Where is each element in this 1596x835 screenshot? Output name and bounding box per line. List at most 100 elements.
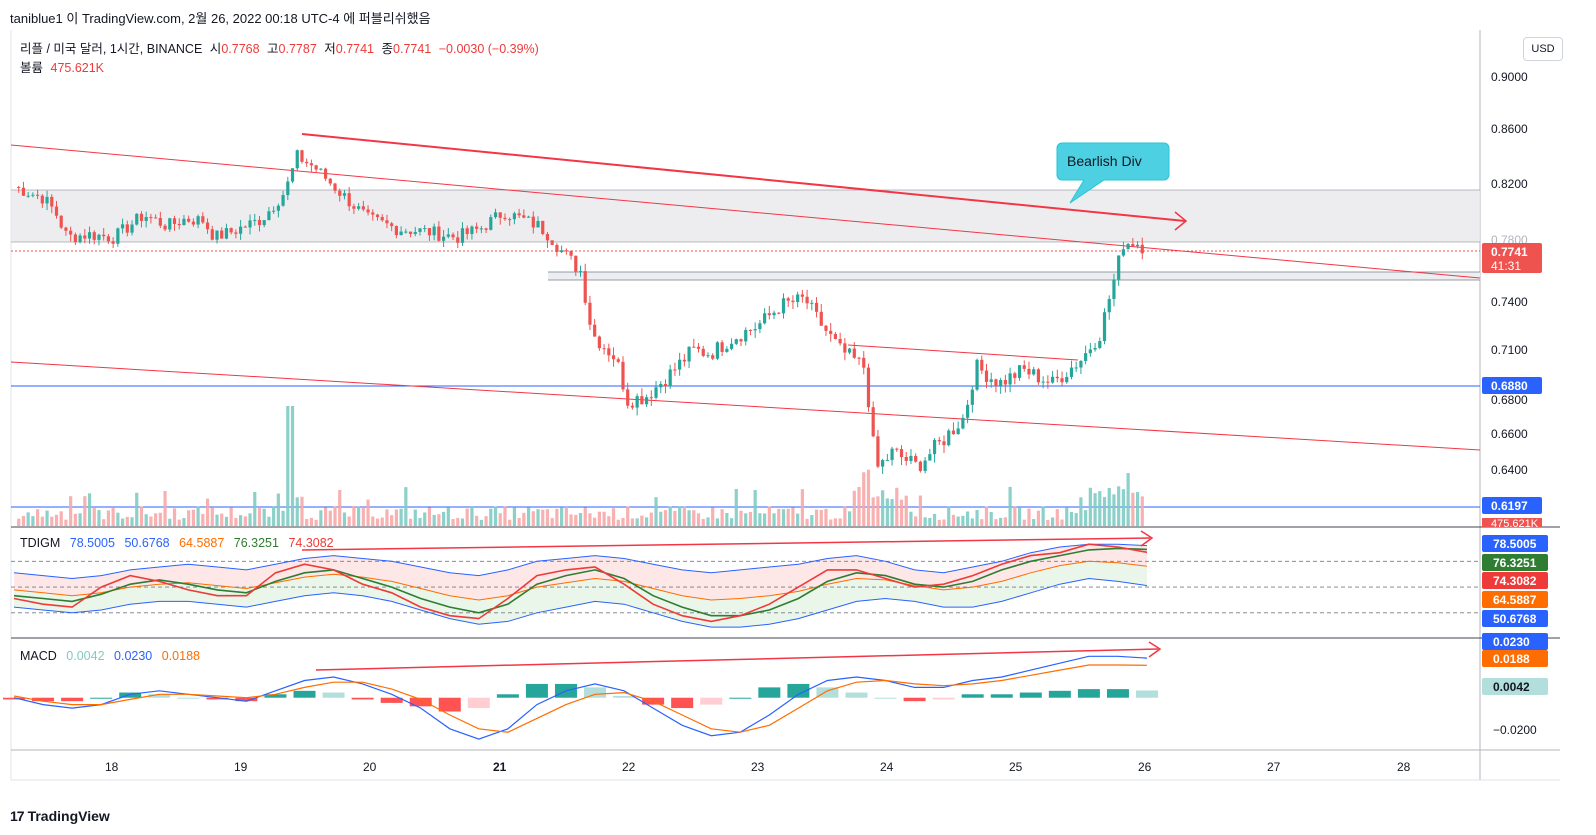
candle-body	[777, 312, 781, 314]
volume-bar	[1098, 491, 1102, 526]
candle-body	[588, 302, 592, 325]
candle-body	[838, 339, 842, 344]
macd-histogram-bar	[235, 697, 258, 702]
macd-axis-label: 0.0188	[1493, 652, 1530, 666]
volume-bar	[333, 506, 337, 526]
candle-body	[980, 359, 984, 371]
volume-bar	[970, 518, 974, 526]
candle-body	[465, 228, 469, 235]
volume-bar	[73, 513, 77, 526]
macd-histogram-bar	[467, 697, 490, 709]
volume-bar	[503, 506, 507, 526]
macd-legend: MACD 0.0042 0.0230 0.0188	[20, 649, 206, 663]
price-tick-label: 0.6800	[1491, 393, 1528, 407]
volume-bar	[1107, 488, 1111, 526]
volume-bar	[720, 509, 724, 526]
candle-body	[17, 186, 21, 188]
volume-bar	[673, 510, 677, 526]
volume-bar	[966, 511, 970, 526]
currency-button[interactable]: USD	[1523, 37, 1563, 61]
candle-body	[276, 205, 280, 211]
macd-histogram-bar	[932, 697, 955, 700]
volume-bar	[791, 507, 795, 526]
candle-body	[744, 329, 748, 342]
volume-bar	[1084, 510, 1088, 526]
volume-bar	[777, 508, 781, 526]
volume-bar	[92, 507, 96, 526]
volume-bar	[229, 507, 233, 526]
candle-body	[512, 213, 517, 220]
candle-body	[201, 216, 205, 223]
candle-body	[205, 222, 210, 230]
candle-body	[489, 217, 493, 230]
volume-bar	[753, 490, 757, 526]
volume-bar	[139, 506, 144, 526]
candle-body	[663, 384, 668, 387]
tradingview-logo[interactable]: 17 TradingView	[10, 808, 110, 824]
volume-bar	[847, 511, 852, 526]
macd-histogram-bar	[671, 697, 694, 709]
tdigm-legend: TDIGM 78.5005 50.6768 64.5887 76.3251 74…	[20, 536, 340, 550]
volume-bar	[640, 515, 644, 526]
candle-body	[593, 324, 597, 337]
volume-bar	[210, 507, 214, 526]
candle-body	[597, 336, 601, 349]
candle-body	[791, 300, 795, 303]
tdigm-axis-label-bg	[1482, 572, 1548, 589]
time-tick-label: 19	[234, 760, 248, 774]
candle-body	[333, 183, 337, 191]
candle-body	[493, 212, 498, 218]
volume-bar	[106, 510, 111, 526]
candle-body	[130, 224, 134, 233]
time-tick-label: 24	[880, 760, 894, 774]
candle-body	[975, 359, 979, 390]
candle-body	[640, 396, 644, 405]
candle-body	[1121, 249, 1125, 256]
candle-body	[678, 359, 682, 370]
macd-histogram-bar	[148, 694, 171, 698]
candle-body	[262, 220, 266, 226]
volume-bar	[456, 517, 460, 526]
candle-body	[1074, 367, 1078, 369]
volume-bar	[309, 517, 314, 526]
macd-histogram-bar	[874, 697, 897, 699]
volume-bar	[564, 506, 568, 526]
candle-body	[937, 440, 941, 442]
volume-bar	[763, 513, 767, 526]
candle-body	[989, 379, 993, 382]
volume-bar	[560, 507, 564, 526]
symbol-label: 리플 / 미국 달러, 1시간, BINANCE	[20, 42, 203, 56]
candle-body	[1098, 341, 1102, 348]
volume-bar	[380, 517, 384, 526]
candle-body	[1107, 298, 1111, 313]
macd-histogram-bar	[32, 697, 55, 702]
callout-text: Bearlish Div	[1067, 153, 1142, 169]
volume-bar	[17, 518, 21, 526]
candle-body	[687, 346, 691, 362]
volume-bar	[215, 514, 219, 526]
volume-bar	[1027, 508, 1031, 526]
macd-histogram-bar	[206, 697, 229, 700]
candle-body	[961, 417, 965, 429]
time-tick-label: 25	[1009, 760, 1023, 774]
volume-bar	[796, 513, 800, 526]
volume-bar	[508, 519, 512, 526]
volume-bar	[758, 513, 762, 526]
candle-body	[1069, 367, 1074, 377]
candle-body	[994, 379, 998, 387]
candle-body	[224, 228, 229, 239]
candle-body	[423, 228, 427, 230]
candle-body	[772, 312, 776, 316]
candle-body	[696, 346, 701, 349]
volume-bar	[961, 515, 965, 526]
macd-histogram-bar	[816, 687, 839, 698]
volume-bar	[149, 516, 153, 526]
support-box	[548, 272, 1480, 280]
time-tick-label: 21	[493, 760, 507, 774]
volume-bar	[1041, 506, 1045, 526]
volume-bar	[394, 509, 398, 526]
volume-bar	[475, 515, 479, 526]
candle-body	[36, 194, 40, 196]
macd-histogram-bar	[961, 694, 984, 698]
